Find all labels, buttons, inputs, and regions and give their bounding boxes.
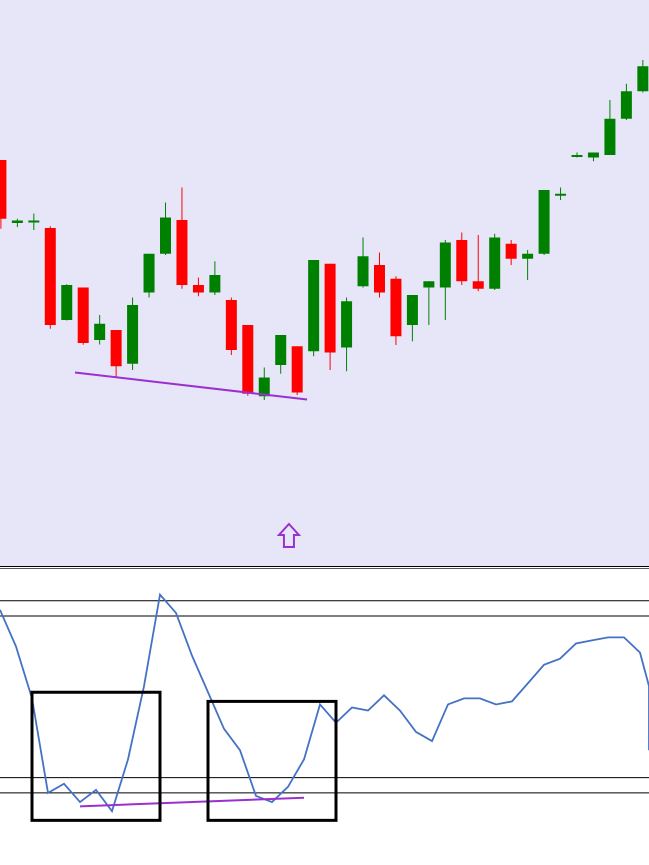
candle-body	[275, 335, 287, 365]
candle-body	[637, 66, 649, 92]
candle-body	[456, 240, 468, 282]
candle-body	[44, 228, 56, 325]
candle-body	[61, 285, 73, 320]
candle-body	[291, 346, 303, 393]
candle-body	[143, 253, 155, 293]
candle-body	[406, 295, 418, 325]
candle-body	[522, 253, 534, 259]
candle-body	[94, 323, 106, 340]
candle-body	[192, 285, 204, 293]
oscillator-levels	[0, 600, 649, 794]
candle-body	[472, 281, 484, 289]
candle-body	[357, 256, 369, 287]
candle-body	[505, 243, 517, 259]
candle-body	[28, 220, 40, 223]
price-divergence-line	[74, 371, 308, 401]
candle-body	[160, 217, 171, 254]
candle-body	[571, 155, 583, 157]
oscillator-line	[0, 592, 649, 814]
candle-body	[242, 325, 254, 394]
candle-body	[209, 275, 221, 293]
candle-body	[324, 263, 336, 353]
highlight-box	[30, 690, 162, 822]
price-chart-panel	[0, 0, 649, 567]
candle-body	[11, 220, 23, 223]
candle-body	[423, 281, 435, 288]
candle-body	[341, 301, 353, 348]
candle-body	[538, 190, 550, 254]
candle-body	[176, 220, 188, 285]
candle-body	[308, 260, 320, 352]
oscillator-divergence-line	[79, 796, 305, 808]
up-arrow-icon	[276, 522, 302, 548]
candle-body	[587, 152, 599, 158]
highlight-boxes	[30, 690, 338, 822]
candles-group	[0, 60, 649, 400]
candle-body	[0, 160, 7, 219]
candle-body	[110, 330, 122, 367]
price-panel-background	[0, 0, 649, 567]
candle-body	[127, 305, 139, 364]
candle-body	[620, 91, 632, 119]
candle-body	[555, 193, 567, 196]
candle-body	[258, 377, 270, 397]
candle-body	[225, 300, 237, 350]
candle-body	[439, 242, 451, 288]
candle-body	[390, 278, 402, 337]
candle-body	[77, 287, 89, 343]
candle-body	[373, 265, 385, 293]
highlight-box	[206, 699, 338, 822]
candle-body	[604, 118, 616, 155]
candle-body	[489, 237, 501, 289]
